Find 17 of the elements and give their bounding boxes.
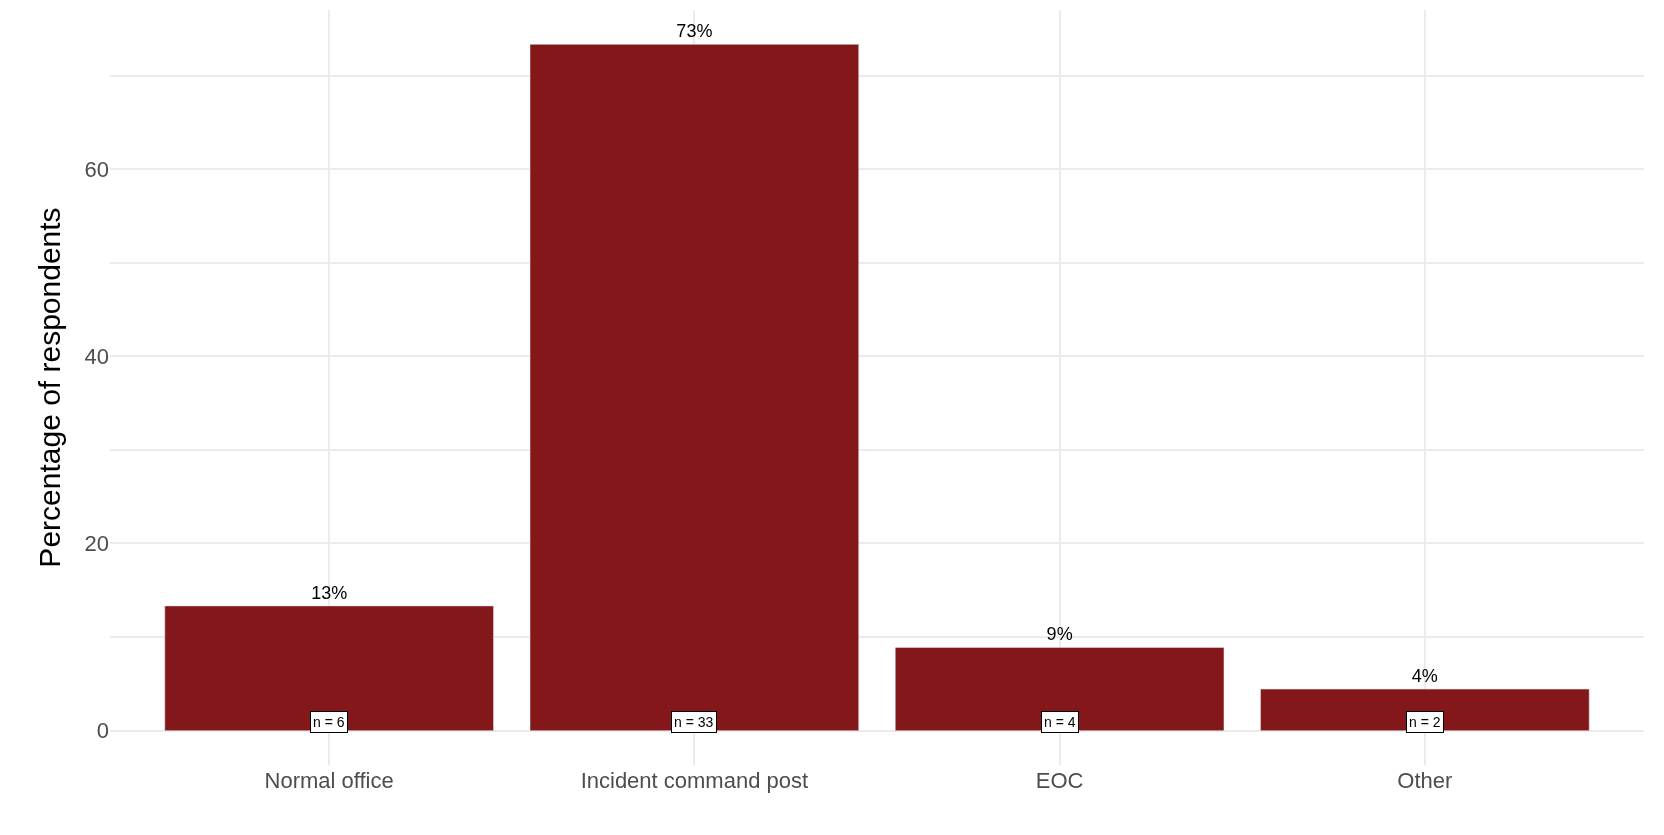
x-tick-label: EOC bbox=[1035, 768, 1084, 793]
x-tick-label: Other bbox=[1397, 768, 1453, 793]
data-label: 73% bbox=[676, 21, 713, 42]
x-tick-label: Normal office bbox=[264, 768, 394, 793]
annotation: n = 6 bbox=[313, 714, 345, 730]
annotation: n = 4 bbox=[1044, 714, 1076, 730]
y-tick-label: 0 bbox=[96, 718, 109, 744]
annotation: n = 2 bbox=[1409, 714, 1441, 730]
y-axis-title: Percentage of respondents bbox=[32, 207, 66, 568]
y-tick-label: 60 bbox=[84, 156, 109, 182]
y-tick-label: 40 bbox=[84, 343, 109, 369]
annotation: n = 33 bbox=[674, 714, 714, 730]
y-tick-label: 20 bbox=[84, 531, 109, 557]
data-label: 9% bbox=[1046, 624, 1073, 645]
x-tick-label: Incident command post bbox=[580, 768, 809, 793]
data-label: 13% bbox=[311, 582, 348, 603]
data-label: 4% bbox=[1411, 666, 1438, 687]
